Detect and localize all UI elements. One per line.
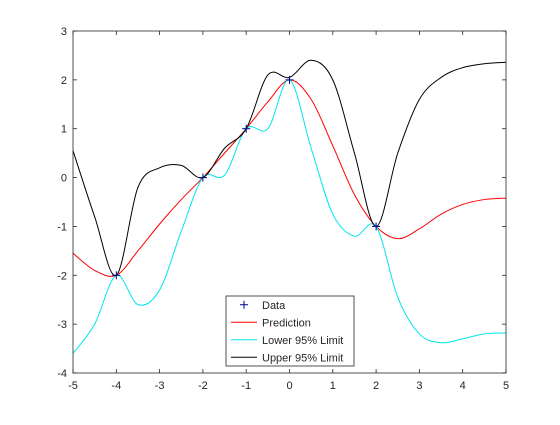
y-tick-label: -3: [57, 319, 67, 331]
x-tick-label: 5: [503, 380, 509, 392]
y-tick-label: 2: [61, 75, 67, 87]
data-point: [198, 173, 207, 182]
legend-box: [225, 295, 355, 367]
series-line-lower-95-limit: [72, 79, 507, 354]
y-tick-label: -1: [57, 221, 67, 233]
y-tick-label: -2: [57, 270, 67, 282]
y-tick-label: 1: [61, 124, 67, 136]
x-tick-label: 0: [286, 380, 292, 392]
legend-label: Data: [262, 300, 286, 312]
data-point: [285, 75, 294, 84]
x-tick-label: 4: [460, 380, 466, 392]
series-layer: [72, 59, 507, 354]
x-tick-label: 2: [373, 380, 379, 392]
legend: Data Prediction Lower 95% Limit Upper 95% L…: [225, 295, 355, 367]
legend-label: Upper 95% Limit: [262, 352, 343, 364]
x-tick-label: -2: [198, 380, 208, 392]
legend-label: Prediction: [262, 317, 311, 329]
x-tick-label: -1: [241, 380, 251, 392]
x-tick-label: -4: [111, 380, 121, 392]
x-tick-label: -3: [155, 380, 165, 392]
legend-item: Upper 95% Limit: [231, 352, 343, 364]
legend-label: Lower 95% Limit: [262, 335, 343, 347]
legend-item: Lower 95% Limit: [231, 335, 343, 347]
y-tick-label: 3: [61, 26, 67, 38]
x-tick-label: 3: [416, 380, 422, 392]
data-point: [372, 222, 381, 231]
y-tick-label: -4: [57, 368, 67, 380]
legend-item: Prediction: [231, 317, 311, 329]
x-tick-label: -5: [68, 380, 78, 392]
x-tick-label: 1: [330, 380, 336, 392]
data-point: [242, 124, 251, 133]
data-point: [112, 271, 121, 280]
y-tick-label: 0: [61, 173, 67, 185]
legend-item: Data: [240, 300, 286, 312]
